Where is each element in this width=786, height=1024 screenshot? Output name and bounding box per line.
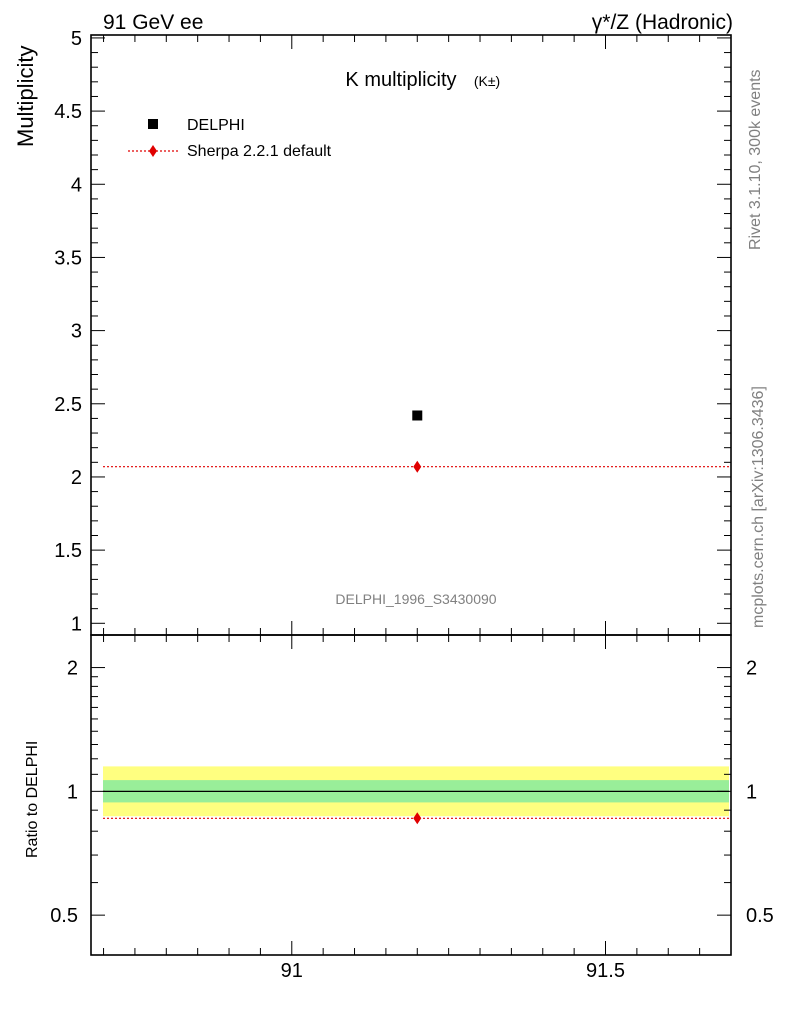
main-y-tick-label: 4 (71, 174, 82, 196)
ratio-y-tick-label-right: 0.5 (746, 905, 774, 927)
ratio-y-ticks: 0.5 0.5 1 1 2 2 (50, 658, 774, 956)
main-y-tick-label: 3 (71, 321, 82, 343)
ratio-y-tick-label-right: 2 (746, 658, 757, 680)
legend-label-delphi: DELPHI (187, 117, 245, 134)
ratio-marks (103, 812, 729, 825)
main-y-tick-label: 1.5 (54, 540, 82, 562)
side-text-bottom: mcplots.cern.ch [arXiv:1306.3436] (750, 386, 767, 628)
main-y-tick-label: 2.5 (54, 394, 82, 416)
legend-marker-delphi (148, 119, 158, 129)
main-marks (103, 410, 729, 473)
main-panel: 1 1.5 2 2.5 3 3.5 4 4.5 5 K multiplicity (K±) DE… (13, 28, 732, 636)
main-y-label: Multiplicity (13, 46, 38, 147)
main-title: K multiplicity (345, 69, 456, 91)
x-ticks: 91 91.5 (103, 35, 732, 982)
header-left: 91 GeV ee (103, 11, 203, 34)
main-y-tick-label: 3.5 (54, 247, 82, 269)
main-title-suffix: (K±) (474, 73, 500, 89)
main-y-tick-label: 1 (71, 613, 82, 635)
ratio-bands (103, 766, 729, 817)
main-y-tick-label: 4.5 (54, 101, 82, 123)
main-y-ticks: 1 1.5 2 2.5 3 3.5 4 4.5 5 (54, 28, 731, 635)
watermark: DELPHI_1996_S3430090 (335, 591, 496, 607)
main-y-tick-label: 2 (71, 467, 82, 489)
header-right: γ*/Z (Hadronic) (592, 11, 733, 34)
ratio-y-tick-label-right: 1 (746, 781, 757, 803)
side-text-top: Rivet 3.1.10, 300k events (747, 69, 764, 250)
legend: DELPHI Sherpa 2.2.1 default (128, 117, 332, 160)
delphi-point (412, 410, 423, 421)
ratio-y-tick-label: 0.5 (50, 905, 78, 927)
ratio-panel: 0.5 0.5 1 1 2 2 91 91.5 Ratio to DELPHI (24, 35, 774, 982)
ratio-frame (90, 634, 732, 956)
ratio-y-tick-label: 1 (67, 781, 78, 803)
legend-marker-sherpa (149, 145, 157, 157)
x-tick-label: 91 (281, 960, 303, 982)
ratio-y-tick-label: 2 (67, 658, 78, 680)
x-tick-label: 91.5 (586, 960, 625, 982)
ratio-y-label: Ratio to DELPHI (24, 741, 41, 858)
ratio-sherpa-point (413, 812, 422, 825)
sherpa-point (413, 460, 422, 473)
legend-label-sherpa: Sherpa 2.2.1 default (187, 143, 332, 160)
main-y-tick-label: 5 (71, 28, 82, 50)
